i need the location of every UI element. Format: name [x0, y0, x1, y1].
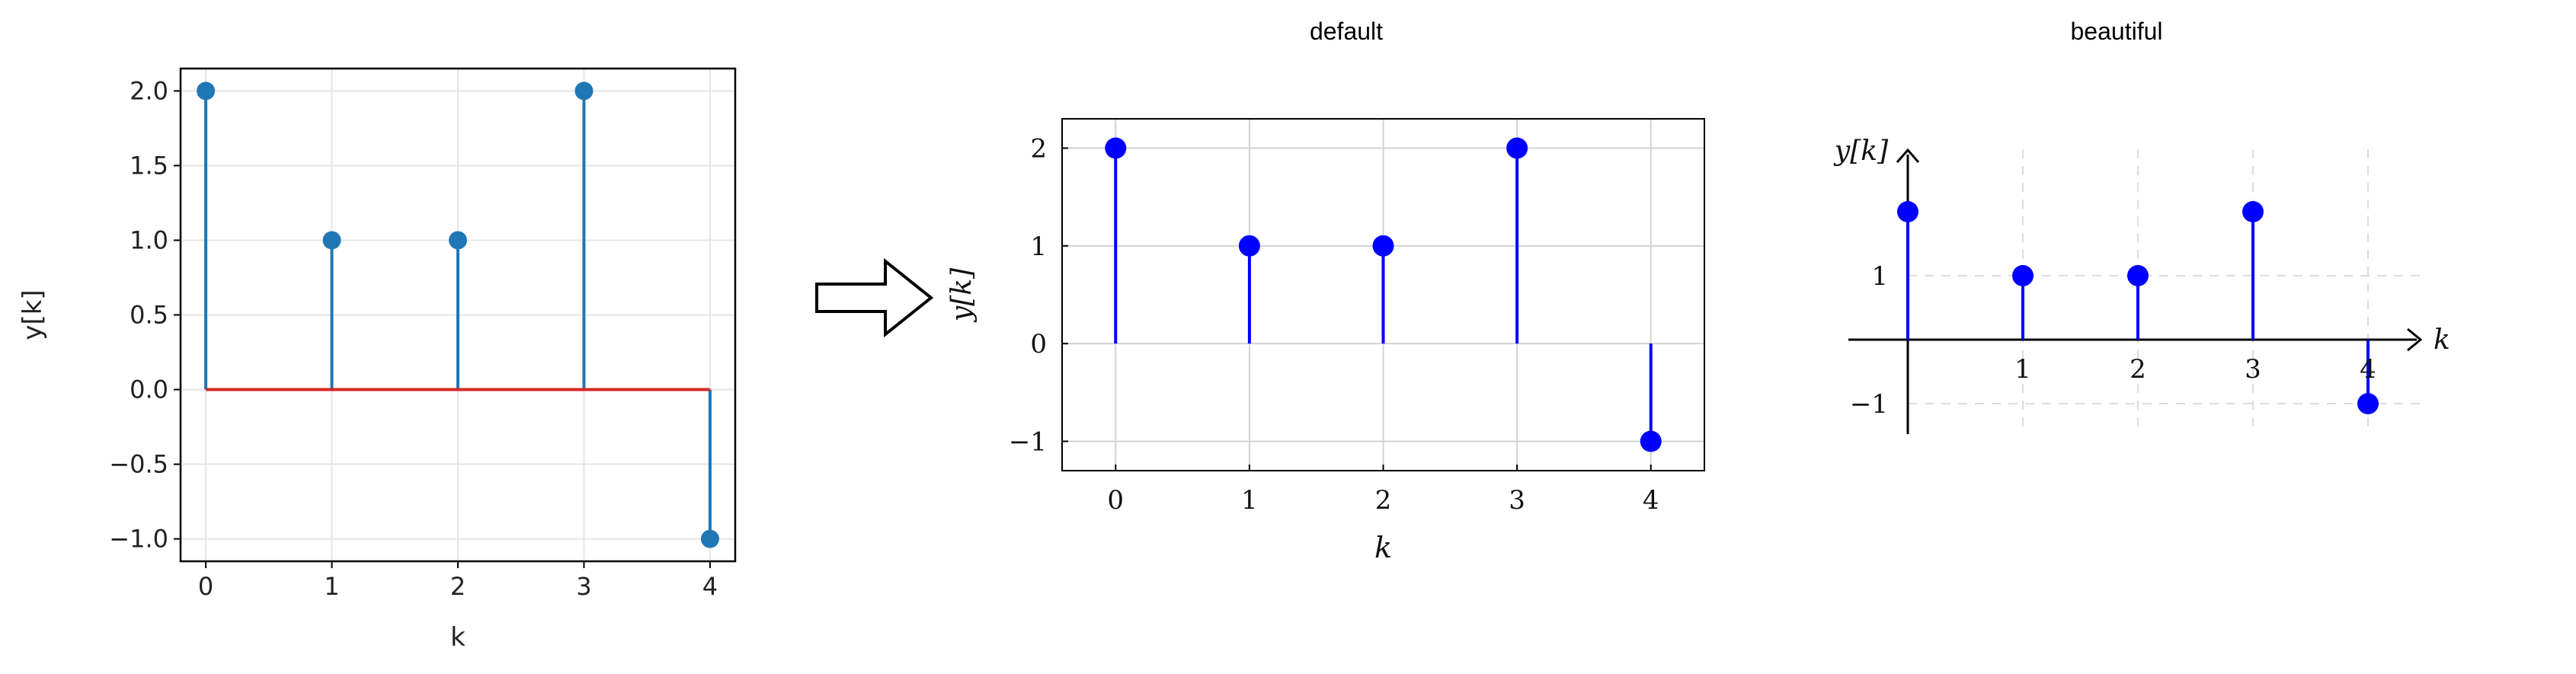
- y-axis-label: y[k]: [1833, 136, 1889, 167]
- y-tick-label-0: −1: [1850, 389, 1888, 420]
- x-axis-label: k: [2434, 324, 2450, 356]
- x-tick-label-3: 3: [1509, 485, 1525, 516]
- x-tick-label-4: 4: [702, 572, 718, 601]
- stem-marker-1: [322, 231, 341, 250]
- y-tick-label-3: 2: [1030, 134, 1047, 165]
- x-tick-label-2: 2: [1375, 485, 1392, 516]
- stem-marker-3: [574, 81, 594, 101]
- y-tick-label-0: −1.0: [109, 525, 168, 554]
- y-axis-label: y[k]: [18, 289, 48, 340]
- x-tick-label-4: 4: [1643, 485, 1659, 516]
- stem-marker-0: [1897, 201, 1918, 222]
- transform-arrow-icon: [815, 257, 934, 338]
- x-tick-label-1: 1: [324, 572, 339, 601]
- stem-marker-2: [2127, 265, 2149, 286]
- default-stem-chart: 0 1 2 3 4 −1 0 1 2 k y[k]: [946, 118, 1705, 564]
- y-tick-label-1: −0.5: [109, 450, 168, 479]
- stem-marker-0: [197, 81, 216, 101]
- x-tick-label-0: 1: [2014, 354, 2031, 385]
- stem-marker-0: [1105, 137, 1127, 159]
- beautiful-stem-chart: 1 2 3 4 −1 1 k y[k]: [1833, 136, 2450, 434]
- y-axis-label: y[k]: [946, 267, 978, 323]
- x-tick-label-1: 1: [1241, 485, 1258, 516]
- stem-marker-4: [1640, 430, 1662, 452]
- y-tick-label-1: 0: [1030, 329, 1047, 359]
- y-tick-label-4: 1.0: [130, 225, 168, 254]
- stem-marker-1: [2012, 265, 2034, 286]
- x-tick-label-2: 2: [450, 572, 466, 601]
- stem-marker-2: [449, 231, 467, 250]
- y-tick-label-0: −1: [1009, 427, 1047, 458]
- stem-marker-1: [1238, 235, 1260, 257]
- x-tick-label-3: 3: [576, 572, 591, 601]
- x-axis-label: k: [450, 622, 466, 653]
- y-axis-arrow-icon: [1896, 148, 1920, 163]
- beautiful-title: beautiful: [2071, 18, 2163, 45]
- default-title: default: [1310, 18, 1383, 45]
- stem-marker-4: [700, 529, 719, 548]
- stem-marker-4: [2357, 393, 2379, 414]
- y-tick-label-5: 1.5: [130, 151, 168, 180]
- x-tick-label-3: 4: [2360, 354, 2376, 385]
- x-tick-label-1: 2: [2130, 354, 2146, 385]
- x-axis-arrow-icon: [2407, 327, 2423, 352]
- y-tick-label-6: 2.0: [130, 76, 168, 105]
- x-tick-label-0: 0: [1107, 485, 1124, 516]
- x-tick-label-0: 0: [198, 572, 213, 601]
- matplotlib-stem-chart: 0 1 2 3 4 −1.0 −0.5 0.0 0.5 1.0 1.5 2.0 k y[k]: [18, 67, 737, 653]
- y-tick-label-2: 0.0: [130, 375, 168, 404]
- x-tick-label-2: 3: [2245, 354, 2261, 385]
- y-tick-label-1: 1: [1871, 261, 1888, 292]
- stem-marker-2: [1372, 235, 1394, 257]
- x-axis-label: k: [1374, 531, 1392, 564]
- y-tick-label-2: 1: [1030, 232, 1047, 262]
- y-tick-label-3: 0.5: [130, 301, 168, 330]
- stem-marker-3: [2242, 201, 2264, 222]
- stem-marker-3: [1506, 137, 1528, 159]
